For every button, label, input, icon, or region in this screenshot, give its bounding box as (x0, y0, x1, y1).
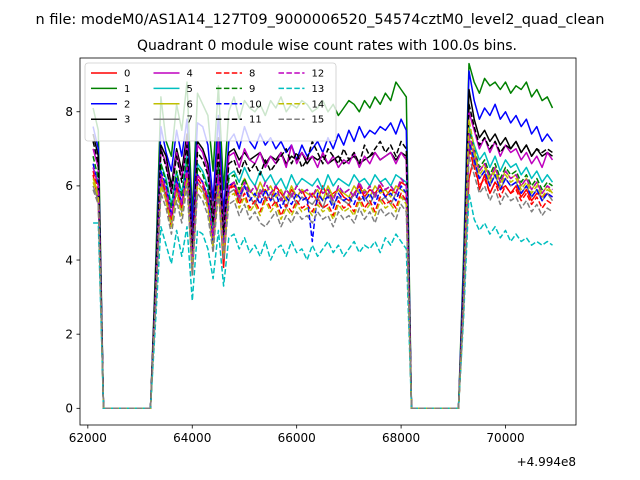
legend-label-15: 15 (312, 115, 325, 126)
legend-label-0: 0 (124, 69, 130, 80)
series-line-14 (92, 118, 553, 410)
legend-label-8: 8 (249, 69, 255, 80)
legend-label-1: 1 (124, 84, 130, 95)
y-tick-label-0: 0 (65, 402, 73, 416)
figure-suptitle: n file: modeM0/AS1A14_127T09_9000006520_… (36, 12, 605, 28)
x-tick-label-70000: 70000 (486, 431, 524, 445)
legend-label-2: 2 (124, 99, 130, 110)
x-offset-label: +4.994e8 (517, 455, 576, 469)
y-tick-label-8: 8 (65, 105, 73, 119)
y-tick-label-4: 4 (65, 253, 73, 267)
legend-label-3: 3 (124, 115, 130, 126)
legend-box (84, 62, 337, 142)
axes-frame (79, 57, 577, 426)
series-line-13 (93, 192, 553, 410)
legend-label-12: 12 (312, 69, 325, 80)
legend-label-9: 9 (249, 84, 255, 95)
legend-label-7: 7 (187, 115, 193, 126)
legend-label-6: 6 (187, 99, 193, 110)
x-tick-label-66000: 66000 (278, 431, 316, 445)
legend-label-14: 14 (312, 99, 325, 110)
legend-label-13: 13 (312, 84, 325, 95)
legend-label-5: 5 (187, 84, 193, 95)
series-line-11 (92, 103, 553, 410)
plot-area: 62000 64000 66000 68000 70000024680123456789… (65, 57, 577, 445)
legend-label-11: 11 (249, 115, 262, 126)
y-tick-label-2: 2 (65, 327, 73, 341)
x-tick-label-68000: 68000 (382, 431, 420, 445)
series-line-3 (92, 88, 553, 410)
series-line-8 (92, 148, 553, 410)
legend-label-4: 4 (187, 69, 193, 80)
y-tick-label-6: 6 (65, 179, 73, 193)
x-tick-label-64000: 64000 (173, 431, 211, 445)
series-line-15 (92, 155, 553, 410)
series-line-7 (92, 144, 554, 410)
series-lines (92, 62, 554, 410)
legend-label-10: 10 (249, 99, 262, 110)
series-line-12 (92, 133, 553, 410)
x-tick-label-62000: 62000 (69, 431, 107, 445)
chart-title: Quadrant 0 module wise count rates with … (137, 38, 517, 54)
